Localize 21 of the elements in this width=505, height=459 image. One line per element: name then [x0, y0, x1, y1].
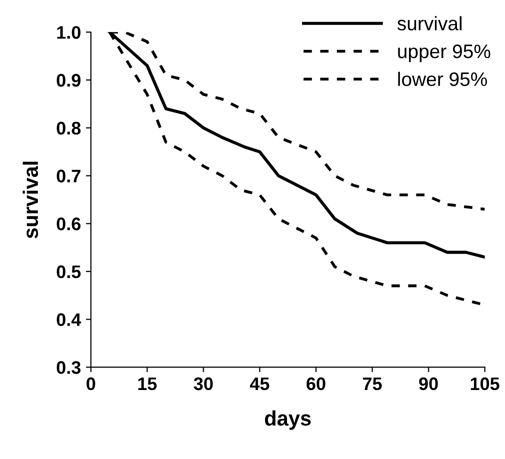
x-tick-label: 15 — [138, 378, 157, 390]
y-tick-label: 0.7 — [56, 170, 80, 182]
x-tick-label: 105 — [470, 377, 500, 390]
y-tick-label: 0.5 — [56, 265, 81, 278]
y-tick-label: 0.4 — [56, 313, 82, 326]
y-tick-label: 0.6 — [56, 218, 81, 230]
legend-label: upper 95% — [398, 44, 490, 62]
x-tick-label: 60 — [306, 377, 326, 390]
x-tick-label: 45 — [250, 378, 270, 390]
x-tick-label: 90 — [419, 377, 438, 390]
y-tick-label: 1.0 — [57, 26, 80, 39]
y-tick-label: 0.8 — [56, 122, 81, 135]
y-axis-title: survival — [22, 162, 38, 238]
legend-label: survival — [397, 16, 462, 30]
x-tick-label: 0 — [86, 377, 96, 390]
x-tick-label: 30 — [194, 377, 213, 390]
y-tick-label: 0.9 — [56, 74, 81, 87]
y-tick-label: 0.3 — [56, 361, 81, 374]
x-axis-title: days — [264, 410, 311, 430]
x-tick-label: 75 — [362, 378, 382, 390]
legend-label: lower 95% — [398, 72, 487, 86]
